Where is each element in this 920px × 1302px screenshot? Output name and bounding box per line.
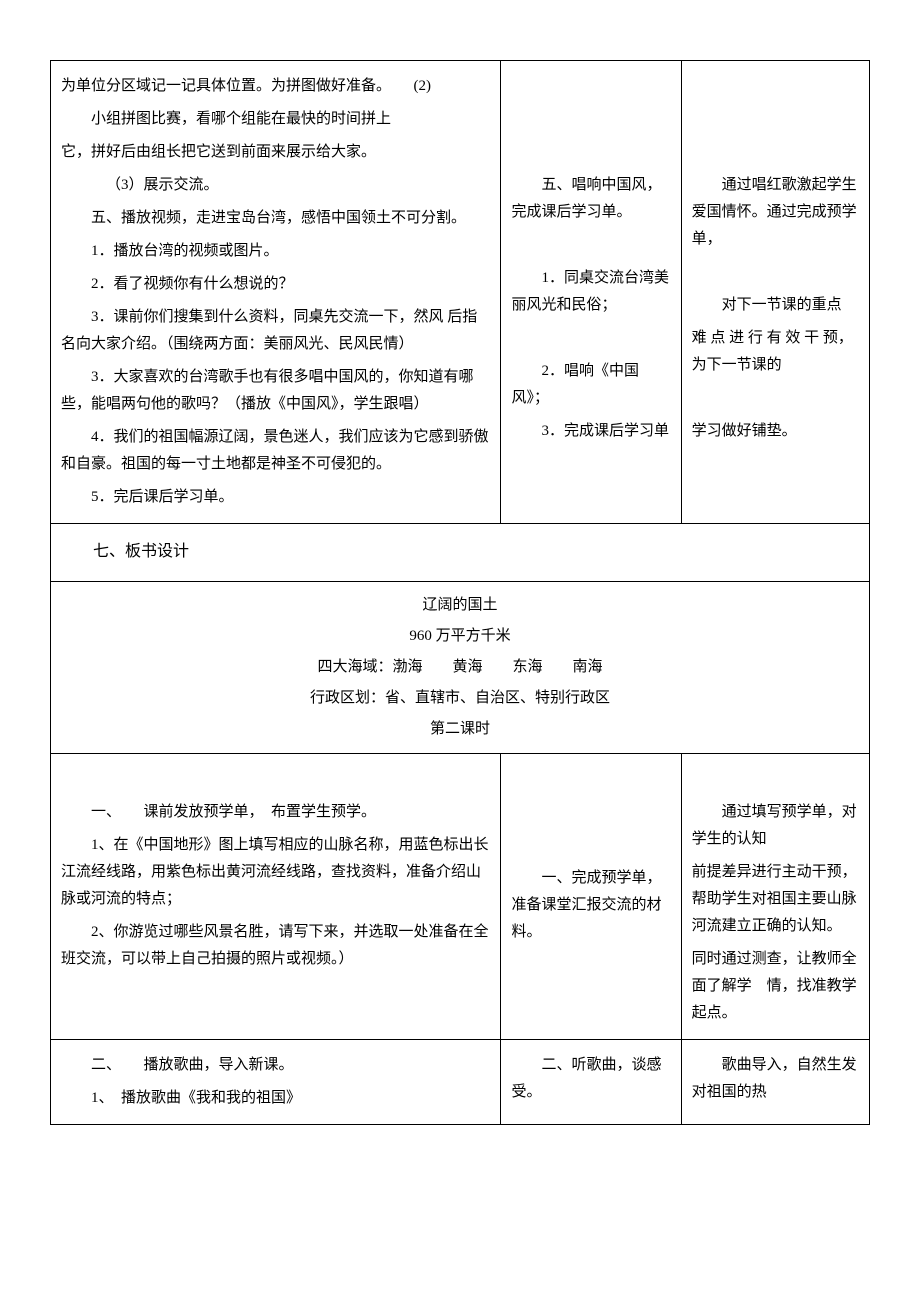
paragraph xyxy=(511,766,670,793)
student-activity-cell: 一、完成预学单，准备课堂汇报交流的材料。 xyxy=(501,753,681,1039)
paragraph: 二、 播放歌曲，导入新课。 xyxy=(61,1052,490,1079)
paragraph xyxy=(511,73,670,100)
board-design-cell: 辽阔的国土 960 万平方千米 四大海域：渤海 黄海 东海 南海 行政区划：省、… xyxy=(51,581,870,753)
student-activity-cell: 二、听歌曲，谈感受。 xyxy=(501,1039,681,1124)
paragraph: 3．大家喜欢的台湾歌手也有很多唱中国风的，你知道有哪些，能唱两句他的歌吗？（播放… xyxy=(61,364,490,418)
design-intent-cell: 通过唱红歌激起学生爱国情怀。通过完成预学单， 对下一节课的重点 难 点 进 行 … xyxy=(681,61,869,524)
section-heading-cell: 七、板书设计 xyxy=(51,524,870,582)
paragraph xyxy=(692,766,859,793)
table-row: 为单位分区域记一记具体位置。为拼图做好准备。 (2) 小组拼图比赛，看哪个组能在… xyxy=(51,61,870,524)
paragraph xyxy=(511,832,670,859)
paragraph: 为单位分区域记一记具体位置。为拼图做好准备。 (2) xyxy=(61,73,490,100)
board-design-row: 辽阔的国土 960 万平方千米 四大海域：渤海 黄海 东海 南海 行政区划：省、… xyxy=(51,581,870,753)
board-line: 第二课时 xyxy=(61,716,859,743)
section-title: 七、板书设计 xyxy=(61,538,859,567)
lesson-plan-table: 为单位分区域记一记具体位置。为拼图做好准备。 (2) 小组拼图比赛，看哪个组能在… xyxy=(50,60,870,1125)
teacher-activity-cell: 二、 播放歌曲，导入新课。 1、 播放歌曲《我和我的祖国》 xyxy=(51,1039,501,1124)
teacher-activity-cell: 一、 课前发放预学单， 布置学生预学。 1、在《中国地形》图上填写相应的山脉名称… xyxy=(51,753,501,1039)
paragraph: 通过填写预学单，对学生的认知 xyxy=(692,799,859,853)
paragraph: 学习做好铺垫。 xyxy=(692,418,859,445)
paragraph xyxy=(692,106,859,133)
teacher-activity-cell: 为单位分区域记一记具体位置。为拼图做好准备。 (2) 小组拼图比赛，看哪个组能在… xyxy=(51,61,501,524)
paragraph: 歌曲导入，自然生发对祖国的热 xyxy=(692,1052,859,1106)
paragraph xyxy=(692,385,859,412)
board-line: 辽阔的国土 xyxy=(61,592,859,619)
paragraph: 小组拼图比赛，看哪个组能在最快的时间拼上 xyxy=(61,106,490,133)
paragraph: 五、播放视频，走进宝岛台湾，感悟中国领土不可分割。 xyxy=(61,205,490,232)
paragraph: 1、 播放歌曲《我和我的祖国》 xyxy=(61,1085,490,1112)
paragraph: 对下一节课的重点 xyxy=(692,292,859,319)
design-intent-cell: 歌曲导入，自然生发对祖国的热 xyxy=(681,1039,869,1124)
table-row: 一、 课前发放预学单， 布置学生预学。 1、在《中国地形》图上填写相应的山脉名称… xyxy=(51,753,870,1039)
paragraph: 一、 课前发放预学单， 布置学生预学。 xyxy=(61,799,490,826)
paragraph: （3）展示交流。 xyxy=(61,172,490,199)
paragraph xyxy=(692,259,859,286)
paragraph xyxy=(511,325,670,352)
board-line: 四大海域：渤海 黄海 东海 南海 xyxy=(61,654,859,681)
paragraph: 1．播放台湾的视频或图片。 xyxy=(61,238,490,265)
paragraph xyxy=(692,139,859,166)
paragraph: 难 点 进 行 有 效 干 预，为下一节课的 xyxy=(692,325,859,379)
board-line: 行政区划：省、直辖市、自治区、特别行政区 xyxy=(61,685,859,712)
paragraph xyxy=(511,799,670,826)
paragraph: 4．我们的祖国幅源辽阔，景色迷人，我们应该为它感到骄傲和自豪。祖国的每一寸土地都… xyxy=(61,424,490,478)
paragraph: 3．完成课后学习单 xyxy=(511,418,670,445)
student-activity-cell: 五、唱响中国风，完成课后学习单。 1．同桌交流台湾美丽风光和民俗； 2．唱响《中… xyxy=(501,61,681,524)
section-heading-row: 七、板书设计 xyxy=(51,524,870,582)
paragraph: 五、唱响中国风，完成课后学习单。 xyxy=(511,172,670,226)
paragraph: 2．唱响《中国风》； xyxy=(511,358,670,412)
paragraph xyxy=(511,139,670,166)
table-row: 二、 播放歌曲，导入新课。 1、 播放歌曲《我和我的祖国》 二、听歌曲，谈感受。… xyxy=(51,1039,870,1124)
paragraph: 5．完后课后学习单。 xyxy=(61,484,490,511)
design-intent-cell: 通过填写预学单，对学生的认知 前提差异进行主动干预，帮助学生对祖国主要山脉河流建… xyxy=(681,753,869,1039)
paragraph: 1、在《中国地形》图上填写相应的山脉名称，用蓝色标出长江流经线路，用紫色标出黄河… xyxy=(61,832,490,913)
paragraph xyxy=(511,106,670,133)
paragraph: 二、听歌曲，谈感受。 xyxy=(511,1052,670,1106)
paragraph: 一、完成预学单，准备课堂汇报交流的材料。 xyxy=(511,865,670,946)
paragraph: 2．看了视频你有什么想说的？ xyxy=(61,271,490,298)
paragraph: 2、你游览过哪些风景名胜，请写下来，并选取一处准备在全班交流，可以带上自己拍摄的… xyxy=(61,919,490,973)
paragraph: 前提差异进行主动干预，帮助学生对祖国主要山脉河流建立正确的认知。 xyxy=(692,859,859,940)
paragraph: 通过唱红歌激起学生爱国情怀。通过完成预学单， xyxy=(692,172,859,253)
paragraph: 它，拼好后由组长把它送到前面来展示给大家。 xyxy=(61,139,490,166)
paragraph xyxy=(511,232,670,259)
paragraph: 1．同桌交流台湾美丽风光和民俗； xyxy=(511,265,670,319)
paragraph xyxy=(61,766,490,793)
paragraph xyxy=(692,73,859,100)
paragraph: 同时通过测查，让教师全面了解学 情，找准教学起点。 xyxy=(692,946,859,1027)
board-line: 960 万平方千米 xyxy=(61,623,859,650)
paragraph: 3．课前你们搜集到什么资料，同桌先交流一下，然风 后指名向大家介绍。（围绕两方面… xyxy=(61,304,490,358)
